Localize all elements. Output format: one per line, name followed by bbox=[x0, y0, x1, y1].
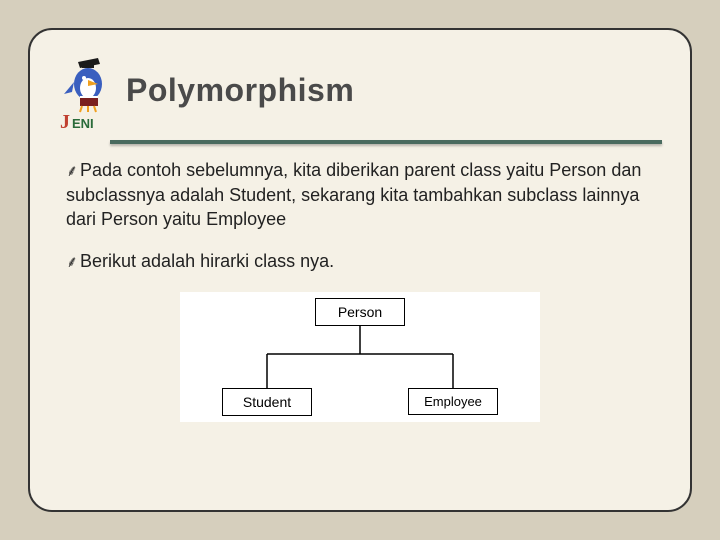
diagram-canvas: Person Student Employee bbox=[180, 292, 540, 422]
paragraph-2-text: Berikut adalah hirarki class nya. bbox=[80, 251, 334, 271]
slide-header: J ENI Polymorphism bbox=[58, 54, 662, 132]
jeni-logo: J ENI bbox=[58, 54, 116, 132]
paragraph-1-text: Pada contoh sebelumnya, kita diberikan p… bbox=[66, 160, 641, 229]
node-employee: Employee bbox=[408, 388, 498, 415]
logo-letters-eni: ENI bbox=[72, 116, 94, 131]
title-underline bbox=[110, 140, 662, 144]
node-student-label: Student bbox=[243, 394, 291, 410]
slide-frame: J ENI Polymorphism ⸙Pada contoh sebelumn… bbox=[28, 28, 692, 512]
class-hierarchy-diagram: Person Student Employee bbox=[58, 292, 662, 422]
paragraph-2: ⸙Berikut adalah hirarki class nya. bbox=[66, 249, 654, 274]
slide-title: Polymorphism bbox=[126, 72, 354, 109]
bullet-icon: ⸙ bbox=[66, 163, 78, 180]
logo-letter-j: J bbox=[60, 111, 70, 132]
node-student: Student bbox=[222, 388, 312, 416]
node-person: Person bbox=[315, 298, 405, 326]
node-person-label: Person bbox=[338, 304, 382, 320]
bullet-icon: ⸙ bbox=[66, 254, 78, 271]
paragraph-1: ⸙Pada contoh sebelumnya, kita diberikan … bbox=[66, 158, 654, 231]
node-employee-label: Employee bbox=[424, 394, 482, 409]
jeni-mascot-icon: J ENI bbox=[58, 54, 116, 132]
